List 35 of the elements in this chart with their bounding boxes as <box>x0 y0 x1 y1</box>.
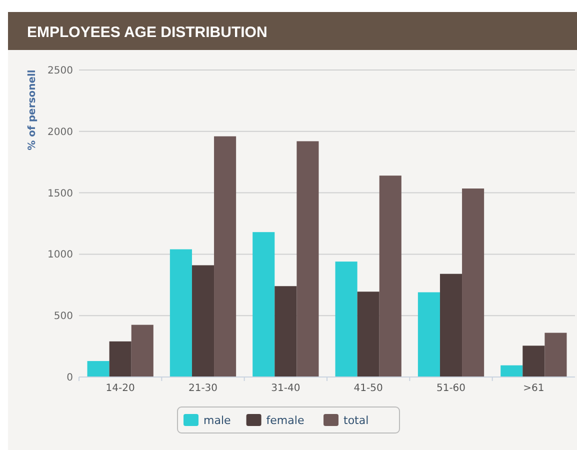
x-tick-label: >61 <box>523 383 544 394</box>
bar <box>544 332 567 377</box>
bar <box>500 365 523 377</box>
legend-label: male <box>204 414 232 427</box>
x-tick-label: 51-60 <box>436 383 466 394</box>
bar <box>214 136 236 377</box>
y-tick-label: 1500 <box>48 188 73 200</box>
y-tick-label: 1000 <box>48 250 73 261</box>
bar <box>335 262 358 377</box>
y-tick-label: 500 <box>54 311 73 322</box>
legend-label: total <box>344 414 369 427</box>
bar <box>418 292 440 377</box>
bar <box>170 249 192 377</box>
y-tick-label: 2000 <box>48 126 73 138</box>
y-axis-title: % of personell <box>27 70 38 150</box>
bar <box>357 292 380 377</box>
bar <box>192 265 214 377</box>
bar <box>109 341 132 377</box>
legend-label: female <box>266 414 304 427</box>
chart-title: EMPLOYEES AGE DISTRIBUTION <box>27 24 268 41</box>
bar <box>252 232 275 377</box>
y-tick-label: 0 <box>66 372 73 384</box>
bar <box>296 141 319 377</box>
bar <box>379 176 402 377</box>
x-tick-label: 31-40 <box>271 383 300 394</box>
y-tick-label: 2500 <box>48 66 73 76</box>
bar <box>274 286 297 377</box>
bar <box>522 346 545 377</box>
x-tick-label: 14-20 <box>106 383 135 394</box>
x-tick-label: 21-30 <box>188 383 218 394</box>
bar <box>131 324 154 377</box>
bar <box>87 361 110 377</box>
x-tick-label: 41-50 <box>354 383 383 394</box>
bar <box>462 188 484 377</box>
bar <box>440 274 462 377</box>
